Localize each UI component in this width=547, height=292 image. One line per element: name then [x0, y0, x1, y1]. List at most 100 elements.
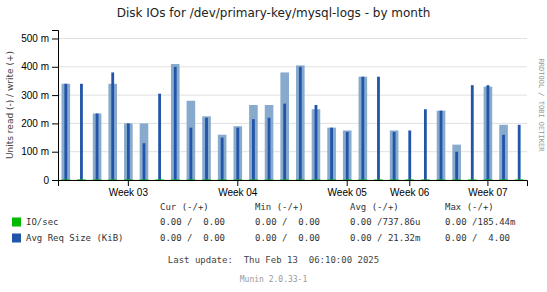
legend-label: Avg Req Size (KiB) — [26, 233, 124, 243]
bar — [440, 111, 443, 180]
bar — [484, 179, 493, 180]
bar — [96, 113, 99, 180]
table-header: Min (-/+) — [255, 202, 304, 212]
bar — [155, 180, 164, 181]
bar — [455, 152, 458, 180]
bar — [452, 179, 461, 180]
bar — [252, 119, 255, 180]
bar — [265, 105, 274, 180]
y-axis-line — [52, 31, 59, 181]
bar — [330, 128, 333, 180]
bar — [327, 128, 336, 180]
x-tick: Week 05 — [328, 180, 368, 198]
y-tick: 400 m — [21, 61, 58, 72]
bar — [421, 179, 430, 180]
bar — [187, 179, 196, 180]
bar — [155, 179, 164, 180]
y-tick: 200 m — [21, 118, 58, 129]
bar — [327, 179, 336, 180]
table-header: Max (-/+) — [445, 202, 494, 212]
y-tick-mark — [52, 95, 58, 96]
y-tick: 300 m — [21, 90, 58, 101]
table-cell: 0.00 / 0.00 — [160, 233, 225, 243]
bar — [62, 84, 71, 180]
bar — [249, 105, 258, 180]
bar — [390, 130, 399, 180]
x-tick-mark — [409, 180, 410, 186]
x-tick-label: Week 03 — [109, 187, 149, 198]
x-tick-label: Week 05 — [328, 187, 368, 198]
bar — [143, 143, 146, 180]
x-tick-mark — [487, 180, 488, 186]
bar — [202, 179, 211, 180]
bar — [233, 126, 242, 180]
table-cell: 0.00 /185.44m — [445, 217, 515, 227]
bar — [424, 109, 427, 180]
bar — [437, 179, 446, 180]
bar — [296, 179, 305, 180]
bar — [202, 116, 211, 180]
bar — [518, 125, 521, 180]
bar — [299, 67, 302, 180]
x-tick-mark — [347, 180, 348, 186]
bar — [174, 67, 177, 180]
bar-series — [64, 67, 520, 180]
annotation: Munin 2.0.33-1 — [240, 275, 308, 284]
bar — [283, 104, 286, 180]
bar — [77, 179, 86, 180]
x-tick: Week 06 — [390, 180, 430, 198]
legend-label: IO/sec — [26, 217, 59, 227]
bar — [421, 180, 430, 181]
x-axis: Week 03 Week 04 Week 05 Week 06 Week 07 — [59, 180, 528, 198]
bar — [296, 65, 305, 180]
table-cell: 0.00 / 4.00 — [445, 233, 510, 243]
grid — [58, 38, 527, 180]
bar — [343, 179, 352, 180]
y-tick-label: 200 m — [21, 118, 49, 129]
x-tick-label: Week 04 — [218, 187, 258, 198]
bar — [487, 85, 490, 180]
bar — [374, 180, 383, 181]
x-axis-line — [59, 181, 528, 187]
x-tick-label: Week 07 — [468, 187, 508, 198]
bar — [280, 179, 289, 180]
bar — [221, 138, 224, 180]
y-tick-mark — [52, 180, 58, 181]
annotation: Last update: Thu Feb 13 06:10:00 2025 — [168, 255, 379, 265]
bar — [405, 179, 414, 180]
bar — [468, 179, 477, 180]
bar — [77, 180, 86, 181]
bar — [171, 179, 180, 180]
x-tick-mark — [128, 180, 129, 186]
bar — [280, 72, 289, 180]
bar — [515, 179, 524, 180]
bar — [124, 179, 133, 180]
chart: Disk IOs for /dev/primary-key/mysql-logs… — [0, 0, 547, 292]
legend: Cur (-/+)Min (-/+)Avg (-/+)Max (-/+)0.00… — [12, 202, 515, 243]
bar-series — [62, 64, 508, 180]
table-cell: 0.00 / 0.00 — [160, 217, 225, 227]
bar — [312, 179, 321, 180]
y-tick-mark — [52, 152, 58, 153]
bar — [374, 179, 383, 180]
bar — [361, 77, 364, 180]
bar — [64, 84, 67, 180]
bar — [268, 118, 271, 180]
grid-line — [58, 66, 527, 67]
bar — [108, 179, 117, 180]
bar — [127, 123, 130, 180]
x-tick-mark — [237, 180, 238, 186]
bar-series — [62, 179, 524, 180]
grid-line — [58, 38, 527, 39]
bar — [390, 179, 399, 180]
bar — [140, 123, 149, 180]
y-tick-label: 400 m — [21, 61, 49, 72]
bar — [171, 64, 180, 180]
bar — [343, 130, 352, 180]
y-tick: 0 — [43, 175, 58, 186]
annotation: RRDTOOL / TOBI OETIKER — [537, 59, 545, 153]
bar — [437, 111, 446, 180]
bar — [359, 77, 368, 180]
bar — [236, 128, 239, 180]
bar — [502, 135, 505, 180]
